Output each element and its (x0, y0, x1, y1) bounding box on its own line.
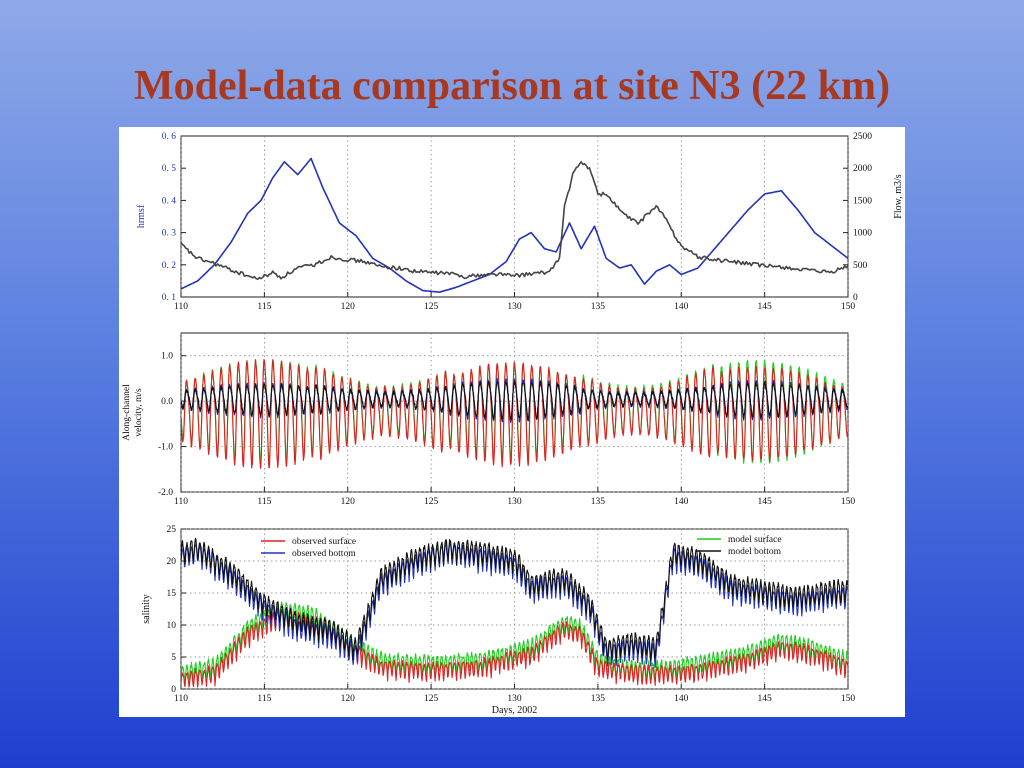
x-tick-label: 120 (341, 694, 356, 704)
x-tick-label: 115 (257, 497, 271, 507)
y-tick-label-left: 0. 2 (162, 261, 177, 271)
legend-label: model bottom (728, 547, 782, 557)
x-tick-label: 145 (758, 302, 773, 312)
panel-2: 110 115 120 125 130 135 140 145 150 1.0 0.0 -1.0 -2.… (122, 332, 856, 507)
y-tick-label: 20 (167, 557, 177, 567)
y-tick-label-right: 1000 (853, 229, 872, 239)
x-tick-label: 150 (841, 497, 856, 507)
y-tick-label: 15 (167, 589, 177, 599)
y-axis-label: salinity (141, 594, 152, 623)
x-tick-label: 140 (674, 302, 689, 312)
series-observed-surface-line (181, 358, 848, 469)
x-tick-label: 125 (424, 497, 439, 507)
y-axis-label-line1: Along-channel (122, 384, 132, 441)
series-hrmsf-line (180, 157, 849, 293)
velocity-series-group (181, 358, 848, 469)
y-tick-label: 1.0 (161, 352, 173, 362)
y-tick-label-left: 0. 1 (162, 293, 177, 303)
legend-item: observed surface (261, 536, 356, 547)
legend-item: model surface (697, 534, 782, 545)
x-tick-label: 125 (424, 302, 439, 312)
series-model-surface-line (181, 601, 848, 686)
x-tick-label: 110 (174, 497, 188, 507)
x-tick-label: 140 (674, 497, 689, 507)
y-tick-label-left: 0. 3 (162, 229, 177, 239)
legend-label: model surface (728, 534, 782, 545)
slide-title: Model-data comparison at site N3 (22 km) (134, 63, 890, 109)
y-tick-label-right: 2500 (853, 132, 872, 142)
y-tick-label-left: 0. 6 (162, 132, 177, 142)
x-tick-label: 125 (424, 694, 439, 704)
legend-item: model bottom (697, 547, 782, 557)
y-tick-label: -2.0 (158, 488, 173, 498)
x-tick-label: 130 (507, 302, 522, 312)
series-flow-line (180, 160, 849, 281)
x-tick-label: 130 (507, 694, 522, 704)
x-tick-label: 145 (758, 694, 773, 704)
y-tick-label: 0.0 (161, 397, 173, 407)
y-tick-label-right: 0 (853, 293, 858, 303)
legend-label: observed bottom (292, 549, 356, 559)
legend-item: observed bottom (261, 549, 356, 559)
x-tick-label: 145 (758, 497, 773, 507)
panel-1: 110 115 120 125 130 135 140 145 150 0. 1 0. 2 0. 3 0… (136, 132, 904, 312)
plot-frame (180, 135, 849, 298)
series-model-bottom-line (181, 537, 848, 662)
series-observed-bottom-line (181, 541, 848, 668)
x-tick-label: 135 (591, 694, 606, 704)
series-model-bottom-line (181, 380, 848, 421)
y-tick-label: 10 (167, 621, 177, 631)
multi-panel-chart: 110 115 120 125 130 135 140 145 1500. 10. 20. 30… (122, 132, 904, 716)
y-tick-label-right: 1500 (853, 196, 872, 206)
x-tick-label: 110 (174, 694, 188, 704)
x-tick-label: 140 (674, 694, 689, 704)
x-tick-label: 150 (841, 302, 856, 312)
y-axis-label-left: hrmsf (136, 204, 147, 228)
y-tick-label: 25 (167, 525, 177, 535)
y-axis-label-line2: velocity, m/s (134, 388, 144, 437)
y-tick-label-left: 0. 5 (162, 164, 177, 174)
legend-label: observed surface (292, 536, 356, 547)
x-tick-label: 130 (507, 497, 522, 507)
x-tick-label: 115 (257, 302, 271, 312)
x-tick-label: 135 (591, 497, 606, 507)
y-tick-label: 5 (171, 653, 176, 663)
salinity-series-group (181, 537, 848, 688)
x-tick-label: 110 (174, 302, 188, 312)
y-tick-label-left: 0. 4 (162, 196, 177, 206)
x-axis-label: Days, 2002 (492, 705, 538, 716)
y-tick-label-right: 500 (853, 261, 868, 271)
x-tick-label: 120 (341, 302, 356, 312)
x-tick-label: 150 (841, 694, 856, 704)
x-tick-label: 120 (341, 497, 356, 507)
y-tick-label-right: 2000 (853, 164, 872, 174)
x-tick-label: 115 (257, 694, 271, 704)
y-tick-label: -1.0 (158, 443, 173, 453)
y-axis-label-right: Flow, m3/s (893, 174, 904, 218)
y-tick-label: 0 (171, 685, 176, 695)
panel-3: 110 115 120 125 130 135 140 145 150 0 5 10 15 20 25 sal… (141, 525, 855, 716)
x-tick-label: 135 (591, 302, 606, 312)
